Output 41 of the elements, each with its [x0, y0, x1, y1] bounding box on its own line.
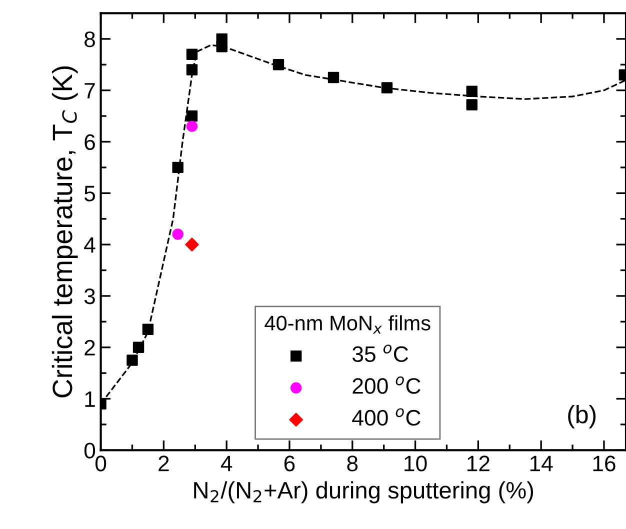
point — [186, 64, 198, 76]
x-tick-label: 2 — [158, 456, 169, 472]
x-tick-label: 8 — [347, 456, 358, 472]
point — [142, 324, 154, 335]
point — [272, 59, 284, 70]
x-axis-title: N$_{2}$/(N$_{2}$+Ar) during sputtering (%) — [194, 481, 534, 504]
legend-label: 200 $^{o}$C — [352, 376, 420, 394]
point — [172, 162, 184, 174]
x-tick-label: 0 — [95, 456, 106, 472]
point — [466, 99, 478, 110]
point — [381, 82, 393, 94]
annotation: (b) — [568, 405, 596, 428]
point — [216, 33, 228, 45]
y-tick-label: 7 — [84, 83, 95, 98]
point — [126, 354, 138, 366]
point — [172, 228, 184, 240]
y-tick-label: 6 — [84, 134, 95, 150]
x-tick-label: 16 — [593, 456, 616, 472]
point — [132, 342, 144, 353]
x-tick-label: 6 — [284, 456, 295, 472]
point — [186, 48, 198, 60]
point — [185, 238, 199, 252]
point — [186, 110, 198, 122]
point — [186, 120, 198, 132]
point — [328, 72, 340, 84]
y-tick-label: 8 — [84, 31, 95, 48]
x-tick-label: 14 — [530, 456, 553, 472]
legend-title: 40-nm MoN$_{x}$ films — [264, 315, 430, 334]
x-tick-label: 4 — [220, 456, 232, 472]
y-tick-label: 5 — [84, 186, 95, 202]
y-tick-label: 2 — [84, 340, 95, 356]
y-tick-label: 1 — [85, 392, 95, 407]
y-tick-label: 4 — [84, 237, 96, 253]
x-tick-label: 10 — [404, 456, 427, 472]
y-tick-label: 0 — [84, 442, 96, 458]
y-axis-title: Critical temperature, T$_{C}$ (K) — [52, 66, 78, 398]
legend-label: 35 $^{o}$C — [352, 344, 408, 362]
y-tick-label: 3 — [84, 288, 95, 304]
point — [466, 86, 478, 97]
legend-label: 400 $^{o}$C — [352, 408, 420, 426]
x-tick-label: 12 — [468, 456, 490, 472]
